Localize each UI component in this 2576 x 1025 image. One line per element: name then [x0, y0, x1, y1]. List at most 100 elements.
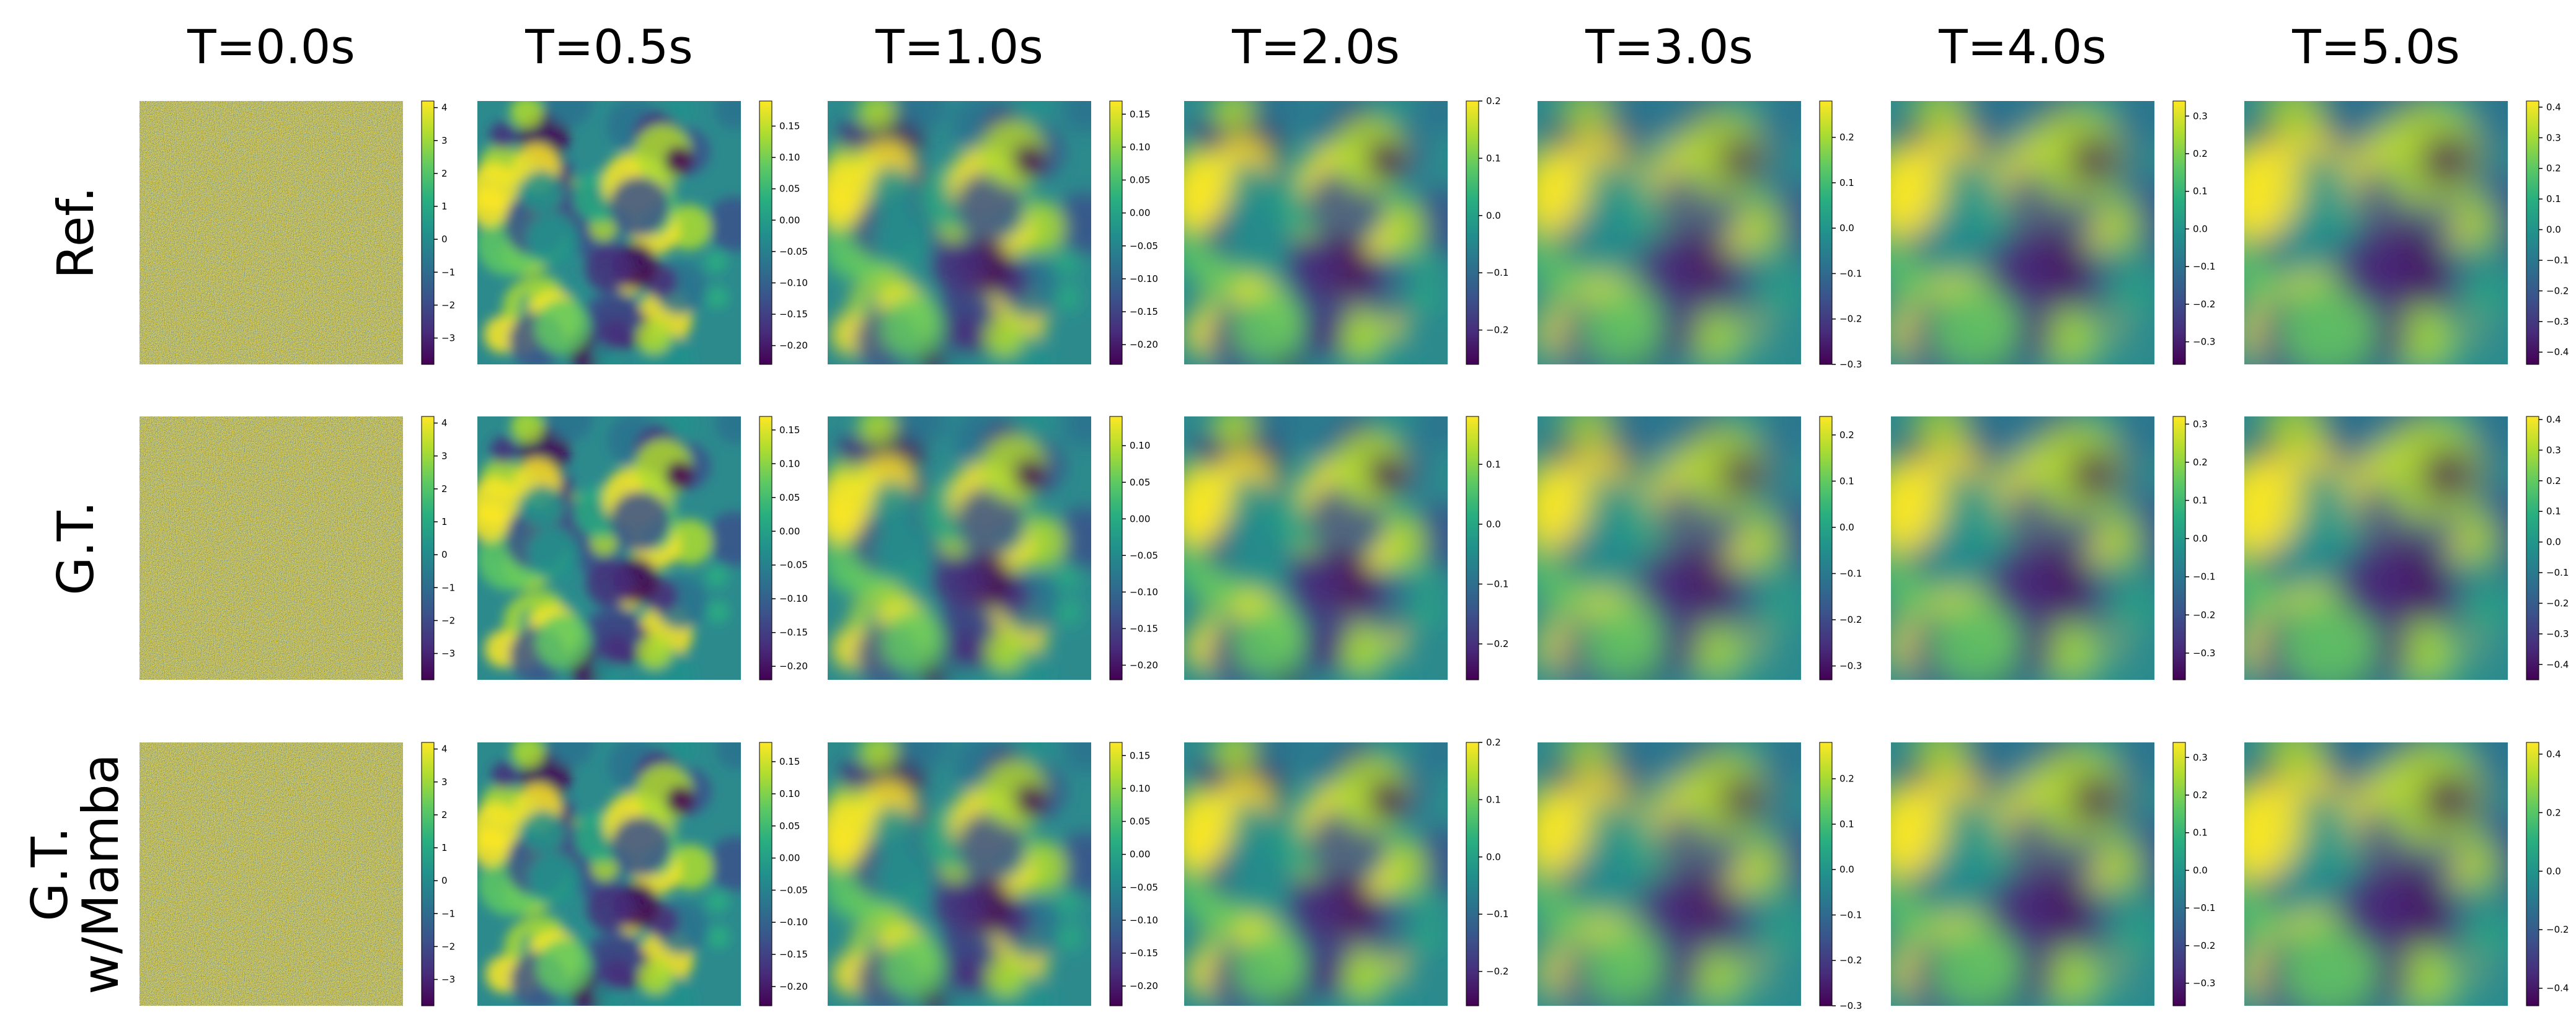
- colorbar-tick-label: 0.1: [1486, 459, 1501, 470]
- field-blob: [668, 742, 696, 763]
- heatmap-panel: 0.3 0.2 0.1 0.0 −0.1 −0.2 −0.3: [1891, 416, 2215, 680]
- colorbar-tick-label: −0.2: [2193, 299, 2215, 310]
- colorbar-scale: [421, 416, 435, 680]
- field-blob: [1056, 923, 1082, 951]
- field-blob: [874, 848, 936, 910]
- field-blob: [636, 319, 671, 354]
- colorbar-tick-label: 0.2: [2193, 148, 2208, 159]
- heatmap-panel: 4 3 2 1 0 −1 −2 −3: [139, 100, 455, 365]
- field-blob: [526, 212, 580, 266]
- colorbar-tick-label: 0.0: [1486, 210, 1501, 221]
- colorbar-scale: [2172, 416, 2186, 680]
- field-blob: [2070, 452, 2117, 498]
- heatmap-panel: 0.4 0.2 0.0 −0.2 −0.4: [2244, 742, 2569, 1006]
- field-blob: [1213, 742, 1257, 773]
- field-blob: [490, 436, 518, 464]
- colorbar-tick-label: 0.4: [2546, 414, 2561, 425]
- colorbar-tick-label: −0.05: [779, 884, 808, 895]
- field-blob: [1055, 599, 1082, 625]
- field-blobs: [477, 416, 741, 680]
- field-blob: [2420, 135, 2471, 186]
- colorbar-tick-label: −0.2: [1486, 638, 1508, 649]
- field-blob: [950, 957, 986, 992]
- colorbar-tick-label: 0.2: [1839, 773, 1854, 785]
- field-blob: [2464, 591, 2505, 632]
- colorbar-tick-label: 1: [441, 516, 448, 527]
- colorbar-tick-label: 4: [441, 102, 448, 113]
- field-blob: [1653, 312, 1699, 357]
- field-blob: [2113, 918, 2151, 956]
- heatmap-panel: 0.4 0.3 0.2 0.1 0.0 −0.1 −0.2 −0.3 −0.4: [2244, 100, 2569, 365]
- colorbar-tick-label: −0.3: [2546, 316, 2569, 327]
- field-blob: [1594, 416, 1665, 453]
- field-blob: [2071, 777, 2117, 824]
- field-blob: [1767, 742, 1801, 778]
- heatmap-panel: 0.3 0.2 0.1 0.0 −0.1 −0.2 −0.3: [1891, 742, 2215, 1006]
- heatmap-panel: 0.15 0.10 0.05 0.00 −0.05 −0.10 −0.15 −0.20: [828, 100, 1158, 365]
- colorbar-tick-label: −0.20: [1130, 339, 1158, 350]
- colorbar-tick-label: −0.15: [1130, 306, 1158, 317]
- field-blob: [2113, 593, 2150, 631]
- colorbar: 0.3 0.2 0.1 0.0 −0.1 −0.2 −0.3: [2172, 100, 2215, 365]
- field-blob: [932, 242, 986, 296]
- colorbar-tick-label: 3: [441, 135, 448, 146]
- field-blob: [1915, 742, 1968, 778]
- field-blob: [1538, 465, 1591, 537]
- colorbar-tick-label: 0.3: [2193, 752, 2208, 763]
- colorbar-tick-label: 0.3: [2193, 418, 2208, 429]
- colorbar-tick-label: 0.10: [779, 152, 800, 163]
- colorbar: 0.2 0.1 0.0 −0.1 −0.2: [1466, 737, 1508, 1006]
- field-blob: [666, 101, 694, 123]
- field-blob: [1244, 416, 1308, 449]
- field-blob: [1409, 561, 1438, 591]
- colorbar-tick-label: 0.3: [2546, 132, 2561, 143]
- heatmap-field: [477, 742, 741, 1006]
- colorbar-tick-label: −0.2: [2193, 940, 2215, 951]
- colorbar: 0.15 0.10 0.05 0.00 −0.05 −0.10 −0.15 −0.20: [759, 742, 808, 1006]
- colorbar-tick-label: 0.05: [779, 820, 800, 832]
- field-blob: [828, 158, 873, 215]
- field-blob: [586, 885, 634, 932]
- colorbar-tick-label: 0.10: [1130, 440, 1150, 451]
- field-blob: [544, 416, 593, 442]
- field-blob: [2244, 143, 2304, 231]
- colorbar-tick-label: −0.2: [2193, 609, 2215, 620]
- colorbar-tick-label: −3: [441, 333, 455, 344]
- field-blob: [2334, 227, 2417, 310]
- colorbar-tick-label: 0.0: [2546, 224, 2561, 235]
- field-blob: [1932, 922, 2022, 1006]
- column-title: T=4.0s: [1938, 19, 2107, 74]
- colorbar-tick-label: 0.3: [2546, 444, 2561, 455]
- field-blob: [544, 101, 593, 128]
- field-blob: [1914, 416, 1968, 454]
- field-blob: [1765, 101, 1801, 139]
- colorbar-tick-label: −0.1: [1839, 268, 1862, 279]
- colorbar-scale: [1466, 416, 1479, 680]
- field-blob: [546, 742, 595, 767]
- field-blob: [983, 316, 1025, 358]
- field-blob: [1416, 416, 1448, 451]
- field-blobs: [1538, 416, 1801, 680]
- heatmap-field: [139, 742, 403, 1006]
- field-blob: [520, 170, 564, 213]
- field-blob: [511, 416, 544, 443]
- field-blob: [601, 634, 632, 665]
- field-blob: [1055, 888, 1081, 915]
- field-blob: [477, 802, 520, 851]
- field-blob: [1339, 953, 1385, 1000]
- colorbar-tick-label: −2: [441, 941, 455, 952]
- field-blob: [1761, 280, 1794, 314]
- colorbar-tick-label: −0.20: [779, 340, 808, 351]
- heatmap-field: [1184, 742, 1448, 1006]
- colorbar-tick-label: 0.2: [1839, 429, 1854, 441]
- colorbar-tick-label: 0.2: [2546, 807, 2561, 818]
- field-blob: [1286, 553, 1347, 614]
- colorbar-tick-label: −0.2: [2546, 597, 2569, 609]
- field-blob: [510, 101, 543, 129]
- field-blob: [534, 299, 591, 355]
- colorbar-tick-label: −0.15: [779, 627, 808, 638]
- colorbar-tick-label: −0.05: [1130, 550, 1158, 561]
- field-blob: [1932, 597, 2022, 680]
- colorbar-tick-label: 0.1: [2193, 186, 2208, 197]
- column-title: T=2.0s: [1231, 19, 1400, 74]
